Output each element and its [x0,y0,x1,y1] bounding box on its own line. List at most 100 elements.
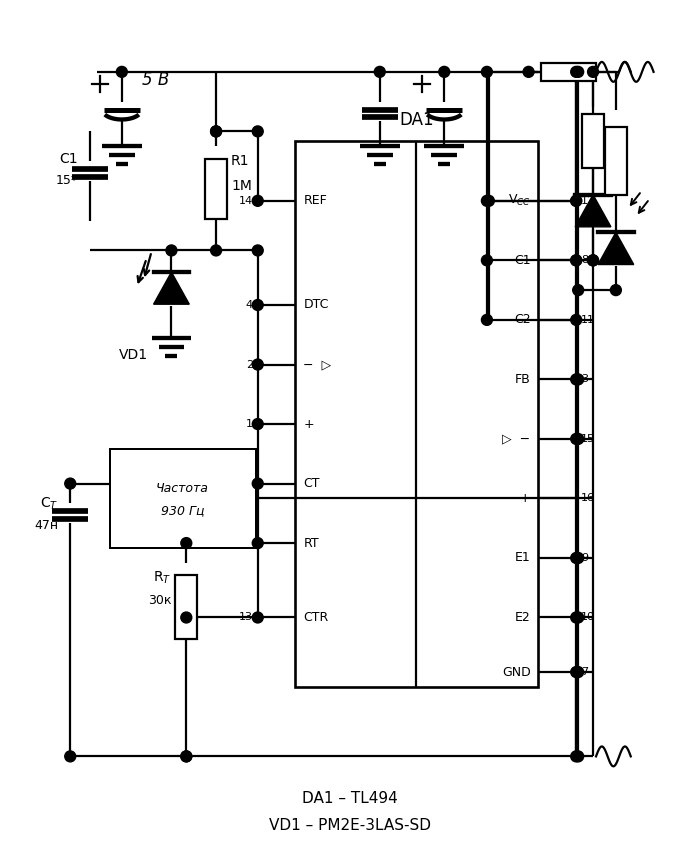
Bar [605,127,626,195]
Text: 1: 1 [246,419,253,429]
Circle shape [587,255,598,265]
Circle shape [116,66,127,77]
Text: 10: 10 [581,612,595,623]
Text: 12: 12 [581,196,595,206]
Circle shape [587,66,598,77]
Text: +: + [520,492,531,505]
Circle shape [252,359,263,370]
Text: CTR: CTR [303,611,328,624]
Text: R$_T$: R$_T$ [153,570,172,586]
Circle shape [482,255,492,265]
Bar [205,159,227,219]
Circle shape [65,751,76,762]
Text: 13: 13 [239,612,253,623]
Circle shape [482,66,492,77]
Circle shape [252,478,263,489]
Circle shape [573,374,584,385]
Circle shape [181,751,192,762]
Circle shape [570,195,582,206]
Text: C1: C1 [514,254,531,267]
Text: ▷  −: ▷ − [503,432,531,446]
Circle shape [166,245,177,256]
Circle shape [252,300,263,310]
Bar [582,113,604,168]
Text: 15: 15 [581,434,595,444]
Circle shape [211,245,221,256]
Text: 15*: 15* [56,174,78,187]
Circle shape [482,195,492,206]
Text: R1: R1 [231,154,249,168]
Text: V$_{CC}$: V$_{CC}$ [508,193,531,209]
Text: 9: 9 [581,553,588,563]
Circle shape [570,751,582,762]
Circle shape [439,66,449,77]
Circle shape [374,66,385,77]
Text: DTC: DTC [303,298,329,312]
Bar [542,63,596,81]
Circle shape [482,314,492,326]
Text: 1M: 1M [231,179,252,193]
Text: RT: RT [303,537,319,550]
Text: VD1: VD1 [119,348,148,362]
Circle shape [587,255,598,265]
Polygon shape [153,272,189,304]
Circle shape [570,374,582,385]
Circle shape [484,195,494,206]
Text: FB: FB [514,373,531,386]
Circle shape [573,552,584,564]
Text: +: + [303,417,314,430]
Bar [295,142,538,687]
Circle shape [573,667,584,678]
Text: 14: 14 [239,196,253,206]
Circle shape [252,195,263,206]
Circle shape [181,538,192,549]
Circle shape [573,284,584,295]
Text: 16: 16 [581,493,595,503]
Text: 7: 7 [581,667,588,677]
Circle shape [570,255,582,265]
Text: REF: REF [303,194,327,207]
Text: 2: 2 [246,360,253,369]
Bar [176,575,197,639]
Text: 5 В: 5 В [141,70,169,88]
Circle shape [252,538,263,549]
Circle shape [252,612,263,623]
Circle shape [252,245,263,256]
Text: 930 Гц: 930 Гц [160,504,204,517]
Circle shape [211,126,221,137]
Circle shape [65,478,76,489]
Text: 4: 4 [246,300,253,310]
Circle shape [570,612,582,623]
Text: DA1: DA1 [399,112,434,130]
Bar [110,449,256,548]
Text: Частота: Частота [156,482,209,495]
Circle shape [211,126,221,137]
Circle shape [570,667,582,678]
Circle shape [570,314,582,326]
Circle shape [610,284,622,295]
Text: C1: C1 [60,152,78,166]
Circle shape [573,66,584,77]
Text: C$_T$: C$_T$ [40,495,58,512]
Text: VD1 – PM2E-3LAS-SD: VD1 – PM2E-3LAS-SD [269,819,431,833]
Circle shape [570,66,582,77]
Text: 6: 6 [246,538,253,548]
Text: E1: E1 [514,551,531,564]
Text: CT: CT [303,477,320,490]
Text: 11: 11 [581,315,595,325]
Text: 8: 8 [581,255,588,265]
Circle shape [570,552,582,564]
Text: 5: 5 [246,478,253,489]
Circle shape [573,751,584,762]
Circle shape [181,612,192,623]
Text: GND: GND [502,666,531,679]
Text: E2: E2 [514,611,531,624]
Text: 47н: 47н [34,519,58,532]
Polygon shape [598,233,634,265]
Circle shape [181,751,192,762]
Circle shape [573,434,584,444]
Circle shape [523,66,534,77]
Circle shape [252,418,263,430]
Circle shape [570,195,582,206]
Text: C2: C2 [514,314,531,326]
